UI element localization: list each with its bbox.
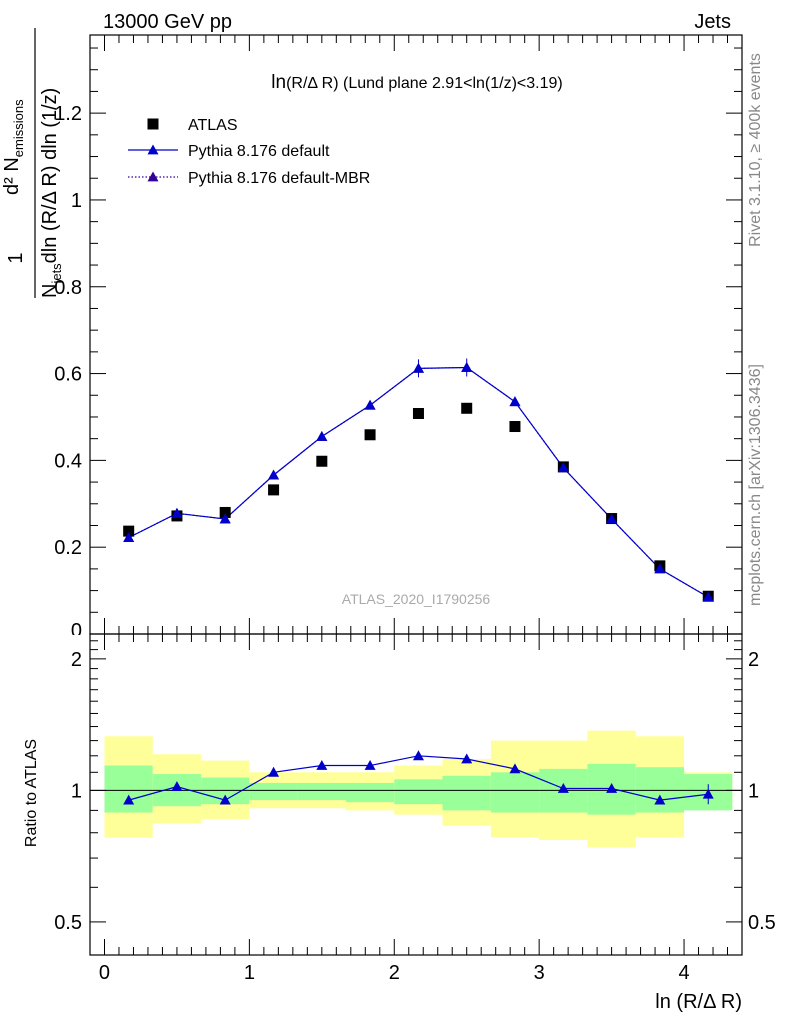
pythia-point [654, 563, 666, 574]
main-title-rest: (Lund plane 2.91<ln(1/z)<3.19) [339, 75, 563, 92]
green-band-bin [442, 775, 491, 811]
analysis-watermark: ATLAS_2020_I1790256 [342, 591, 491, 607]
y-axis-title-den-sub: jets [49, 263, 64, 285]
pythia-point [606, 513, 618, 524]
y-tick-label: 0.2 [54, 537, 82, 559]
atlas-point [316, 455, 328, 467]
side-text-mcplots: mcplots.cern.ch [arXiv:1306.3436] [747, 364, 764, 606]
y-tick-label: 1 [71, 190, 82, 212]
ratio-point [219, 794, 231, 805]
ratio-y-tick-label: 2 [71, 649, 82, 671]
header-process: Jets [694, 11, 731, 33]
y-axis-title-numerator: d² Nemissions [1, 99, 26, 195]
ratio-point [557, 783, 569, 793]
pythia-point [364, 399, 376, 410]
ratio-point [654, 794, 666, 805]
zero-label-mask [60, 635, 90, 649]
ratio-point [316, 760, 328, 770]
atlas-point [461, 402, 473, 414]
atlas-point [123, 525, 135, 537]
legend-marker-atlas [147, 118, 159, 130]
header-energy: 13000 GeV pp [103, 11, 232, 33]
pythia-point [171, 507, 183, 518]
atlas-point [268, 484, 280, 496]
ratio-y-tick-label-right: 1 [748, 780, 759, 802]
ratio-point [171, 781, 183, 792]
ratio-panel-series [123, 750, 714, 805]
main-title: ln(R/Δ R) (Lund plane 2.91<ln(1/z)<3.19) [271, 72, 562, 93]
ratio-point [364, 760, 376, 770]
atlas-point [364, 429, 376, 441]
x-tick-label: 0 [99, 962, 110, 984]
x-tick-label: 2 [389, 962, 400, 984]
ratio-point [268, 766, 280, 777]
side-text-rivet: Rivet 3.1.10, ≥ 400k events [747, 53, 764, 247]
pythia-line [128, 366, 709, 598]
main-title-sub: (R/Δ R) [286, 75, 338, 92]
green-band-bin [104, 765, 153, 813]
main-title-main: ln [271, 72, 286, 93]
y-tick-label: 0.6 [54, 364, 82, 386]
ratio-y-tick-label-right: 2 [748, 649, 759, 671]
ratio-panel-frame: 0 1 2 3 4 0.5 0.5 1 1 2 2 [54, 633, 776, 984]
legend-label: Pythia 8.176 default [188, 143, 330, 160]
atlas-point [412, 407, 424, 419]
main-panel-series [123, 358, 714, 602]
green-band-bin [635, 767, 685, 813]
legend-marker-triangle [147, 171, 159, 182]
pythia-point [316, 431, 328, 441]
pythia-point [509, 396, 521, 407]
atlas-point [509, 421, 521, 433]
ratio-point [606, 783, 618, 793]
ratio-y-tick-label: 0.5 [54, 912, 82, 934]
ratio-point [412, 750, 424, 761]
y-tick-label: 0.8 [54, 277, 82, 299]
green-band-bin [490, 772, 540, 813]
y-axis-title-num-main: d² N [1, 157, 23, 195]
pythia-point [557, 462, 569, 473]
atlas-point [219, 506, 231, 518]
y-axis-title: 1 d² Nemissions Njetsdln (R/Δ R) dln (1/… [1, 28, 64, 298]
x-tick-label: 1 [244, 962, 255, 984]
ratio-uncertainty-bands [104, 730, 733, 848]
x-tick-label: 3 [534, 962, 545, 984]
green-band-bin [346, 782, 395, 803]
y-tick-label-zero: 0 [71, 620, 82, 642]
ratio-y-tick-label-right: 0.5 [748, 912, 776, 934]
y-tick-label: 1.2 [54, 103, 82, 125]
x-axis-title: ln (R/Δ R) [655, 991, 742, 1013]
pythia-point [219, 513, 231, 524]
legend-marker-triangle [147, 144, 159, 155]
green-band-bin [297, 782, 347, 801]
ratio-point [123, 794, 135, 805]
ratio-point [461, 753, 473, 764]
green-band-bin [249, 782, 298, 801]
mbr-line [128, 366, 709, 598]
x-tick-label: 4 [678, 962, 689, 984]
legend-label: Pythia 8.176 default-MBR [188, 170, 370, 187]
pythia-point [123, 532, 135, 543]
y-axis-title-num-sub: emissions [11, 99, 26, 157]
ratio-y-axis-title: Ratio to ATLAS [23, 739, 40, 847]
y-axis-title-one: 1 [5, 252, 27, 263]
ratio-point [509, 763, 521, 774]
y-axis-title-den-main: N [39, 284, 61, 298]
y-tick-label: 0.4 [54, 450, 82, 472]
pythia-point [268, 469, 280, 480]
panel-border [89, 633, 743, 956]
legend-label: ATLAS [188, 117, 238, 134]
legend: ATLAS Pythia 8.176 default Pythia 8.176 de… [128, 117, 370, 187]
ratio-y-tick-label: 1 [71, 780, 82, 802]
y-axis-title-den-rest: dln (R/Δ R) dln (1/z) [39, 88, 61, 264]
pythia-point [702, 591, 714, 602]
green-band-bin [394, 779, 443, 805]
y-axis-title-denominator: Njetsdln (R/Δ R) dln (1/z) [39, 88, 64, 298]
